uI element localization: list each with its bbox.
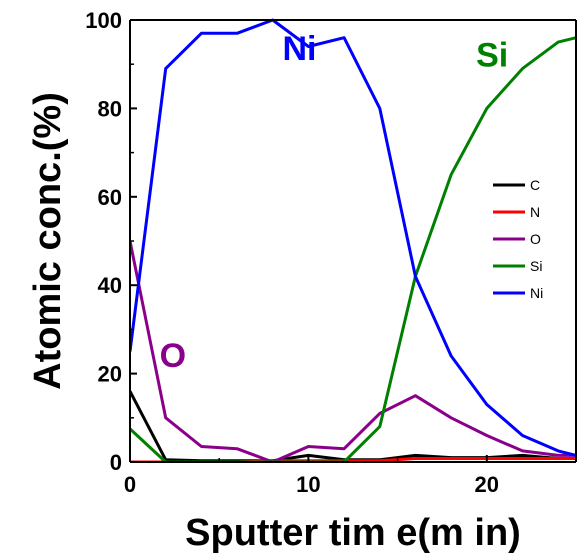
legend-label-o: O [530,231,541,247]
annotation-si: Si [476,36,508,74]
series-lines [130,18,576,462]
x-tick-label: 20 [475,472,499,497]
annotations: Ni Si O [160,30,509,375]
series-line-c [130,390,576,462]
y-tick-label: 40 [98,273,122,298]
legend-label-ni: Ni [530,285,543,301]
y-tick-label: 80 [98,96,122,121]
legend-label-si: Si [530,258,542,274]
annotation-ni: Ni [282,30,316,68]
legend-label-c: C [530,177,540,193]
y-tick-label: 0 [110,450,122,475]
legend-label-n: N [530,204,540,220]
series-line-n [130,457,576,462]
y-tick-label: 100 [85,8,122,33]
series-line-si [130,36,576,462]
y-axis-title: Atomic conc.(%) [27,92,69,390]
axes: 0 20 40 60 80 100 0 10 20 [85,8,577,497]
x-axis-title: Sputter tim e(m in) [185,512,521,554]
x-tick-label: 0 [124,472,136,497]
series-line-o [130,240,576,462]
y-tick-label: 20 [98,362,122,387]
y-tick-label: 60 [98,185,122,210]
annotation-o: O [160,337,186,375]
series-line-ni [130,18,576,457]
x-tick-label: 10 [296,472,320,497]
legend: CNO Si Ni [493,177,543,301]
